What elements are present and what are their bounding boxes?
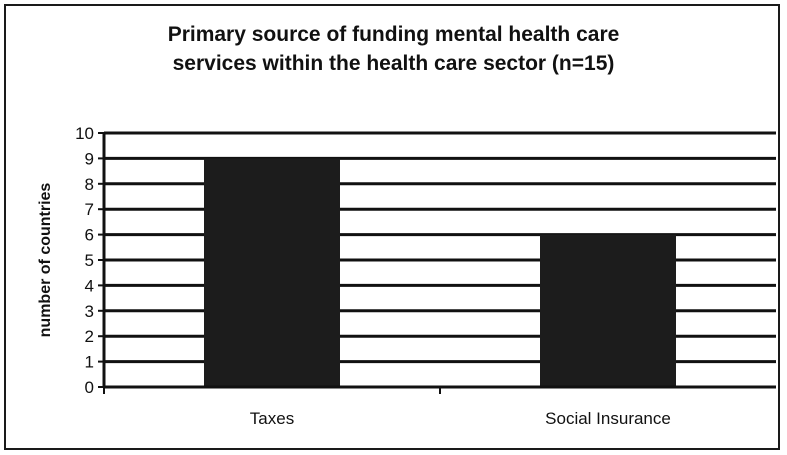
y-tick-label: 9: [85, 149, 94, 168]
chart-title-line-2: services within the health care sector (…: [172, 52, 615, 75]
axes: [98, 132, 776, 394]
x-tick-labels: Taxes Social Insurance: [250, 409, 671, 428]
chart-title: Primary source of funding mental health …: [0, 20, 787, 78]
y-tick-label: 0: [85, 378, 94, 397]
y-tick-label: 2: [85, 327, 94, 346]
x-tick-label: Taxes: [250, 409, 294, 428]
bar-taxes: [204, 158, 340, 387]
x-tick-label: Social Insurance: [545, 409, 671, 428]
y-tick-label: 3: [85, 302, 94, 321]
y-axis-label: number of countries: [37, 183, 54, 338]
y-tick-label: 4: [85, 276, 94, 295]
y-tick-label: 8: [85, 175, 94, 194]
y-tick-label: 5: [85, 251, 94, 270]
y-tick-label: 6: [85, 226, 94, 245]
y-tick-label: 1: [85, 353, 94, 372]
y-tick-labels: 0 1 2 3 4 5 6 7 8 9 10: [75, 124, 94, 397]
bars: [204, 158, 676, 387]
chart-title-line-1: Primary source of funding mental health …: [167, 23, 620, 46]
bar-social-insurance: [540, 234, 676, 387]
y-tick-label: 7: [85, 200, 94, 219]
y-tick-label: 10: [75, 124, 94, 143]
